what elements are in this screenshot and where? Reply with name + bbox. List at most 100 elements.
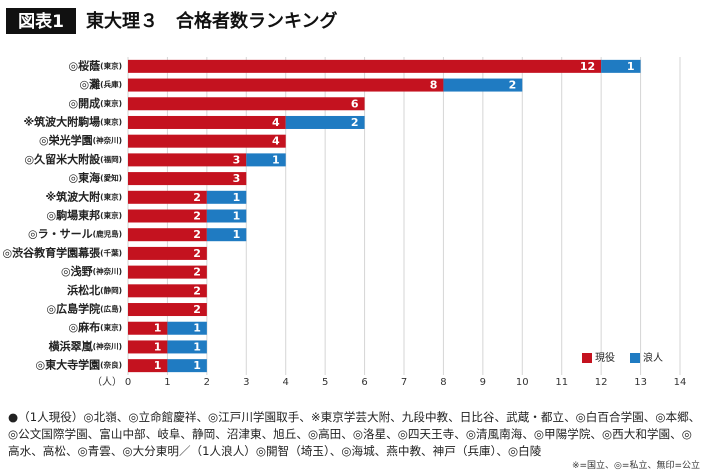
bar-segment [167,321,207,335]
bar-segment [601,59,641,73]
data-label: 2 [509,79,517,92]
region: (東京) [100,116,122,126]
category-name: ※筑波大附駒場 [23,114,100,128]
x-tick-label: 10 [516,377,529,388]
bar-segment [128,115,286,129]
category-name: ◎東海 [69,171,101,185]
category-name: ◎久留米大附設 [25,152,102,166]
legend-label: 現役 [595,351,615,364]
bar-segment [128,153,247,167]
y-tick-label: ◎桜蔭(東京) [69,58,122,72]
legend-swatch [582,353,592,363]
bar-segment [128,340,168,354]
data-label: 2 [193,266,201,279]
region: (千葉) [100,247,122,257]
y-tick-label: ◎広島学院(広島) [47,302,122,316]
data-label: 2 [193,210,201,223]
x-tick-label: 14 [674,377,687,388]
region: (兵庫) [100,79,122,89]
category-name: ◎東大寺学園 [36,358,101,372]
bar-segment [246,153,286,167]
region: (奈良) [100,360,122,370]
data-label: 6 [351,97,359,110]
x-tick-label: 5 [322,377,328,388]
bar-segment [128,134,286,148]
data-label: 1 [233,228,241,241]
bar-segment [128,228,207,242]
category-name: ※筑波大附 [45,189,100,203]
data-label: 2 [351,116,359,129]
data-label: 12 [580,60,595,73]
region: (広島) [100,304,122,314]
x-tick-label: 13 [634,377,647,388]
data-label: 2 [193,191,201,204]
region: (東京) [100,191,122,201]
bar-segment [128,59,602,73]
bar-segment [128,303,207,317]
data-label: 1 [193,359,201,372]
data-label: 1 [272,153,280,166]
data-label: 2 [193,228,201,241]
y-tick-label: ◎駒場東邦(東京) [47,208,122,222]
x-tick-label: 11 [555,377,568,388]
chart-title: 東大理３ 合格者数ランキング [86,10,337,32]
category-name: ◎渋谷教育学園幕張 [3,245,102,259]
category-name: ◎広島学院 [47,302,101,316]
category-name: ◎浅野 [61,264,93,278]
bar-segment [285,115,365,129]
data-label: 4 [272,116,280,129]
region: (東京) [100,210,122,220]
data-label: 1 [154,340,162,353]
category-name: 浜松北 [67,283,100,297]
x-tick-label: 1 [164,377,170,388]
bar-segment [206,190,247,204]
footnote: ●（1人現役）◎北嶺、◎立命館慶祥、◎江戸川学園取手、※東京学芸大附、九段中教、… [8,410,701,458]
data-label: 2 [193,284,201,297]
region: (神奈川) [93,341,122,351]
data-label: 2 [193,247,201,260]
bar-segment [128,321,168,335]
y-tick-label: ◎栄光学園(神奈川) [39,133,122,147]
bar-segment [443,78,523,92]
region: (東京) [100,98,122,108]
data-label: 1 [193,322,201,335]
bar-segment [128,172,247,186]
data-label: 1 [193,340,201,353]
y-tick-label: 横浜翠嵐(神奈川) [49,339,122,353]
y-tick-label: ※筑波大附駒場(東京) [23,114,122,128]
bar-segment [128,97,365,111]
y-tick-label: ◎東海(愛知) [69,171,122,185]
region: (神奈川) [93,135,122,145]
category-name: ◎栄光学園 [39,133,93,147]
bar-segment [167,359,207,373]
data-label: 1 [233,210,241,223]
figure-label: 図表1 [18,11,64,32]
x-tick-label: 3 [243,377,249,388]
y-tick-label: ◎浅野(神奈川) [61,264,122,278]
region: (愛知) [100,173,122,183]
category-name: 横浜翠嵐 [49,339,94,353]
x-tick-label: 8 [440,377,446,388]
legend-swatch [630,353,640,363]
data-label: 8 [430,79,438,92]
region: (鹿児島) [93,229,122,239]
category-name: ◎ラ・サール [28,228,93,241]
bar-segment [128,265,207,279]
category-name: ◎駒場東邦 [47,208,101,222]
region: (福岡) [100,154,122,164]
region: (静岡) [100,285,122,295]
bar-segment [206,209,247,223]
region: (神奈川) [93,266,122,276]
bar-segment [128,209,207,223]
y-tick-label: ◎灘(兵庫) [80,77,122,91]
data-label: 1 [627,60,635,73]
y-tick-label: ◎東大寺学園(奈良) [36,358,122,372]
y-tick-label: ◎麻布(東京) [69,320,122,334]
y-tick-label: 浜松北(静岡) [67,283,122,297]
data-label: 1 [154,359,162,372]
category-name: ◎麻布 [69,320,101,334]
y-tick-label: ◎渋谷教育学園幕張(千葉) [3,245,122,259]
y-tick-label: ※筑波大附(東京) [45,189,122,203]
bar-segment [128,359,168,373]
